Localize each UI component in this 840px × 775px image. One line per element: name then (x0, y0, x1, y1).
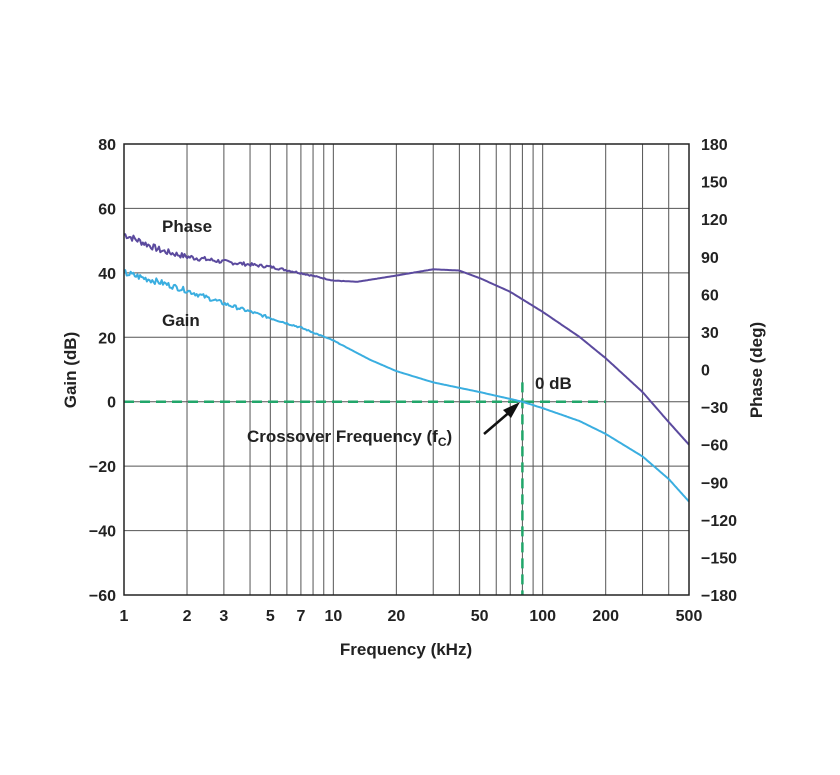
x-tick-label: 7 (296, 608, 305, 625)
x-tick-label: 10 (324, 608, 342, 625)
y-right-tick-label: −60 (701, 438, 728, 455)
x-tick-label: 50 (471, 608, 489, 625)
y-left-tick-label: 40 (98, 266, 116, 283)
x-axis-title: Frequency (kHz) (340, 640, 472, 659)
y-left-tick-label: −40 (89, 524, 116, 541)
grid (124, 143, 690, 596)
y-left-tick-label: −20 (89, 459, 116, 476)
x-tick-label: 20 (387, 608, 405, 625)
y-left-tick-label: 0 (107, 395, 116, 412)
y-right-tick-label: 60 (701, 287, 719, 304)
x-tick-label: 2 (183, 608, 192, 625)
phase-series-label: Phase (162, 217, 212, 236)
series-group (123, 233, 690, 503)
crossover-close-paren: ) (447, 427, 453, 446)
y-left-tick-label: 20 (98, 330, 116, 347)
zero-db-label: 0 dB (535, 374, 572, 393)
x-tick-label: 5 (266, 608, 275, 625)
y-right-tick-label: 0 (701, 363, 710, 380)
crossover-arrowhead (503, 402, 520, 418)
x-tick-labels: 1 2 3 5 7 10 20 50 100 200 500 (120, 608, 703, 625)
y-right-tick-label: −150 (701, 550, 737, 567)
x-tick-label: 100 (529, 608, 556, 625)
y-right-tick-label: −30 (701, 400, 728, 417)
crossover-label: Crossover Frequency (f (247, 427, 438, 446)
y-left-tick-labels: 80 60 40 20 0 −20 −40 −60 (89, 137, 116, 605)
x-tick-label: 3 (219, 608, 228, 625)
crossover-subscript: C (438, 435, 447, 449)
y-left-tick-label: −60 (89, 588, 116, 605)
svg-text:Crossover Frequency (fC): Crossover Frequency (fC) (247, 427, 452, 449)
plot-frame (123, 143, 690, 596)
y-right-tick-label: 90 (701, 250, 719, 267)
y-left-tick-label: 60 (98, 201, 116, 218)
x-tick-label: 1 (120, 608, 129, 625)
y-right-tick-labels: 180 150 120 90 60 30 0 −30 −60 −90 −120 −150 −180 (701, 137, 737, 605)
phase-series-line (124, 233, 690, 446)
y-right-tick-label: −90 (701, 475, 728, 492)
y-left-axis-title: Gain (dB) (61, 332, 80, 409)
y-right-tick-label: 180 (701, 137, 728, 154)
y-right-tick-label: −180 (701, 588, 737, 605)
y-right-tick-label: 30 (701, 325, 719, 342)
y-right-tick-label: −120 (701, 513, 737, 530)
crossover-annotation: Crossover Frequency (fC) (247, 402, 520, 449)
gain-series-label: Gain (162, 311, 200, 330)
y-left-tick-label: 80 (98, 137, 116, 154)
y-right-tick-label: 150 (701, 175, 728, 192)
x-tick-label: 200 (592, 608, 619, 625)
y-right-tick-label: 120 (701, 212, 728, 229)
y-right-axis-title: Phase (deg) (747, 322, 766, 418)
gain-series-line (123, 269, 690, 503)
x-tick-label: 500 (676, 608, 703, 625)
